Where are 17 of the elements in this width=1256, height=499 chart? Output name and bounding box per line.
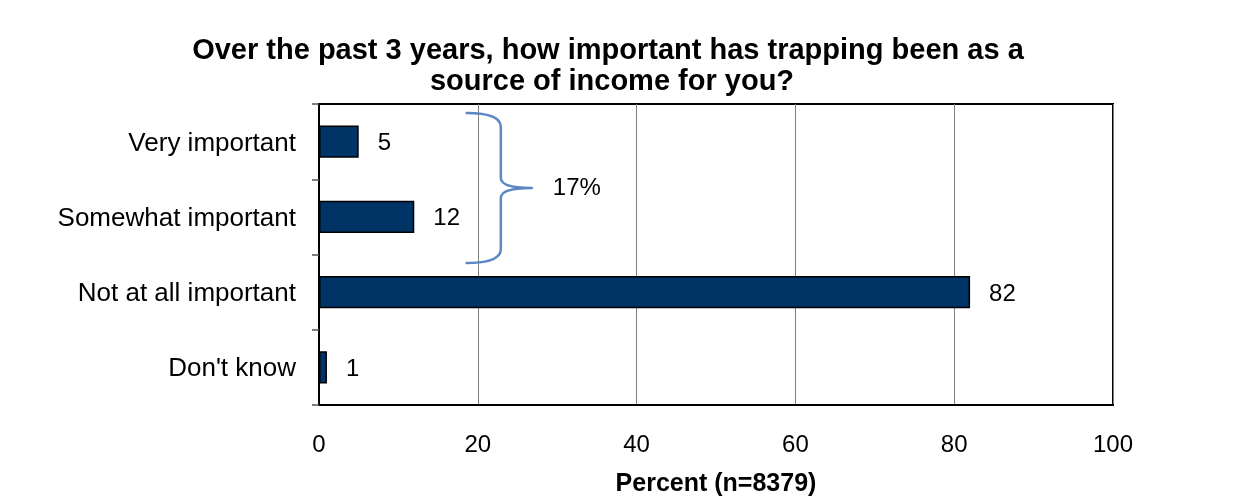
y-tick-label: Somewhat important: [57, 201, 297, 232]
y-tick-label: Not at all important: [77, 277, 297, 308]
x-tick-label: 100: [1092, 429, 1134, 457]
x-tick-label: 0: [312, 429, 326, 457]
chart-title: Over the past 3 years, how important has trapping been as a source of income for you?: [192, 32, 1032, 96]
x-tick-label: 60: [782, 429, 809, 457]
y-tick-label: Don't know: [168, 352, 297, 383]
data-label: 12: [433, 203, 460, 231]
x-tick-label: 80: [940, 429, 968, 457]
x-tick-label: 20: [464, 429, 492, 457]
data-label: 82: [989, 278, 1016, 306]
x-axis-title: Percent (n=8379): [615, 467, 817, 496]
data-label: 1: [345, 353, 360, 381]
data-label: 5: [377, 128, 392, 156]
x-tick-label: 40: [623, 429, 650, 457]
annotation: 17%: [552, 172, 601, 200]
y-tick-label: Very important: [128, 126, 297, 157]
